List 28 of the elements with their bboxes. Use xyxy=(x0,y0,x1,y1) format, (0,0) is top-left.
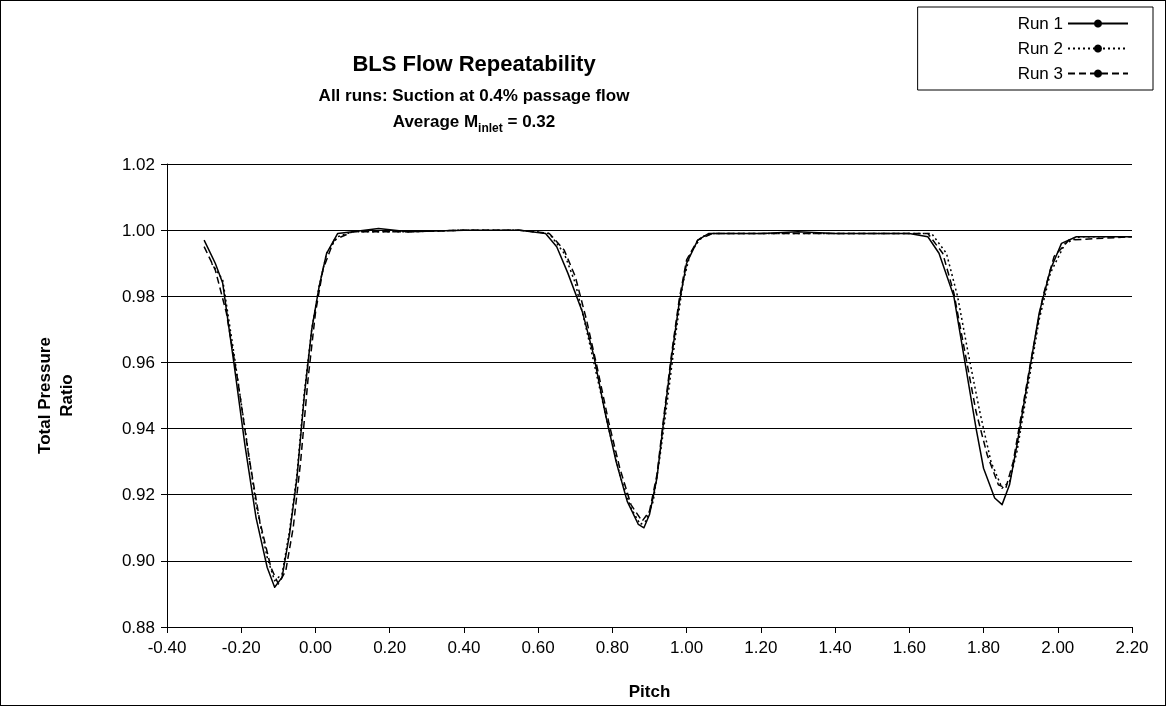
x-tick-label: 0.00 xyxy=(298,638,333,657)
y-tick-label: 1.00 xyxy=(121,220,155,240)
y-axis-title: Total Pressure Ratio xyxy=(34,337,76,454)
x-tick-label: -0.40 xyxy=(147,638,187,657)
legend-label: Run 3 xyxy=(1017,64,1063,83)
x-tick-label: -0.20 xyxy=(221,638,261,657)
legend-label: Run 1 xyxy=(1017,14,1063,33)
x-tick-label: 0.40 xyxy=(447,638,481,657)
x-axis-title: Pitch xyxy=(628,682,671,701)
x-tick-label: 1.40 xyxy=(818,638,852,657)
x-tick-label: 1.00 xyxy=(670,638,704,657)
y-tick-label: 1.02 xyxy=(121,154,155,174)
x-tick-label: 1.60 xyxy=(892,638,926,657)
x-tick-label: 0.80 xyxy=(595,638,629,657)
y-tick-label: 0.90 xyxy=(121,551,155,571)
x-tick-label: 2.00 xyxy=(1041,638,1075,657)
x-tick-label: 0.60 xyxy=(521,638,555,657)
y-tick-label: 0.96 xyxy=(121,352,155,372)
legend-label: Run 2 xyxy=(1017,39,1063,58)
x-tick-label: 0.20 xyxy=(373,638,407,657)
x-tick-label: 1.20 xyxy=(744,638,778,657)
y-tick-label: 0.88 xyxy=(121,617,155,637)
y-tick-label: 0.92 xyxy=(121,485,155,505)
y-tick-label: 0.98 xyxy=(121,286,155,306)
x-tick-label: 2.20 xyxy=(1115,638,1149,657)
y-tick-label: 0.94 xyxy=(121,419,155,439)
x-tick-label: 1.80 xyxy=(966,638,1001,657)
chart-title: BLS Flow Repeatability xyxy=(352,50,597,76)
